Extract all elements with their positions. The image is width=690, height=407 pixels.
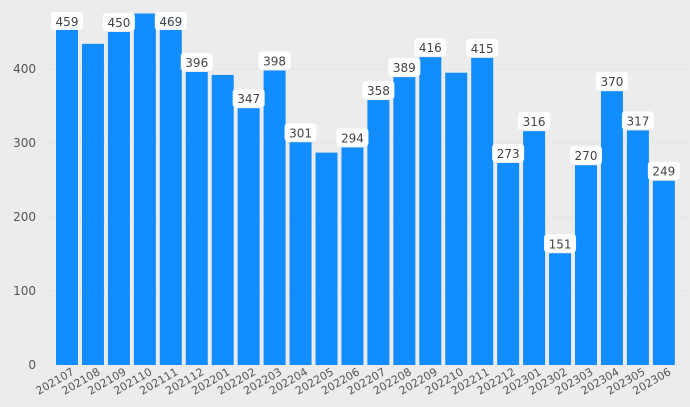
data-label-text: 358 (367, 84, 390, 98)
data-label-text: 469 (159, 15, 182, 29)
data-label-box (102, 13, 135, 31)
bar[interactable] (497, 162, 520, 365)
data-label-text: 396 (185, 56, 208, 70)
bar[interactable] (107, 32, 130, 365)
data-label: 347 (232, 89, 265, 108)
data-label-text: 347 (237, 92, 260, 106)
data-label-box (336, 128, 369, 147)
data-label-box (518, 112, 551, 131)
y-tick-label: 200 (13, 210, 36, 224)
data-label-box (595, 72, 628, 91)
data-label: 151 (544, 234, 577, 253)
bar[interactable] (263, 70, 286, 365)
bar[interactable] (315, 152, 338, 365)
data-label-text: 459 (56, 15, 79, 29)
data-label: 396 (180, 52, 213, 71)
data-label-box (647, 161, 680, 180)
data-label-text: 301 (289, 126, 312, 140)
bar[interactable] (341, 147, 364, 365)
bar[interactable] (523, 131, 546, 365)
bar[interactable] (133, 13, 156, 366)
bar[interactable] (471, 57, 494, 366)
bar[interactable] (159, 17, 182, 365)
data-label: 398 (258, 51, 291, 70)
bar[interactable] (211, 74, 234, 366)
data-label: 273 (492, 143, 525, 162)
data-label: 450 (102, 13, 135, 31)
data-label-text: 415 (471, 42, 494, 56)
data-label-box (544, 234, 577, 253)
data-label-box (51, 12, 83, 30)
data-label: 459 (51, 12, 83, 30)
data-label-text: 450 (107, 16, 130, 30)
data-label-box (466, 38, 499, 57)
data-label: 316 (518, 112, 551, 131)
data-label: 415 (466, 38, 499, 57)
data-label: 358 (362, 81, 395, 100)
data-label-box (180, 52, 213, 71)
data-label-text: 273 (497, 147, 520, 161)
data-label: 301 (284, 123, 317, 142)
y-axis: 0 100 200 300 400 (13, 62, 36, 372)
data-label-box (388, 58, 421, 77)
data-label: 416 (414, 38, 447, 57)
data-label-box (154, 12, 187, 30)
bar[interactable] (237, 108, 260, 365)
y-tick-label: 100 (13, 284, 36, 298)
y-tick-label: 300 (13, 136, 36, 150)
bar[interactable] (419, 57, 442, 365)
data-label-text: 317 (626, 114, 649, 128)
data-label: 249 (647, 161, 680, 180)
data-label-box (232, 89, 265, 108)
bar[interactable] (185, 71, 208, 366)
data-label: 294 (336, 128, 369, 147)
bars (56, 13, 675, 366)
data-label: 317 (621, 111, 654, 130)
data-label-text: 316 (523, 115, 546, 129)
data-label: 370 (595, 72, 628, 91)
y-tick-label: 400 (13, 62, 36, 76)
data-label-box (414, 38, 447, 57)
y-tick-label: 0 (28, 358, 36, 372)
data-label: 389 (388, 58, 421, 77)
data-label-text: 270 (575, 149, 598, 163)
bar[interactable] (652, 180, 675, 365)
data-label: 270 (570, 146, 602, 165)
bar[interactable] (81, 43, 104, 366)
bar[interactable] (445, 72, 468, 365)
bar[interactable] (575, 165, 597, 365)
data-label-text: 370 (600, 75, 623, 89)
data-label-box (362, 81, 395, 100)
data-label-box (621, 111, 654, 130)
data-label-text: 249 (652, 165, 675, 179)
data-label-text: 416 (419, 41, 442, 55)
bar[interactable] (367, 100, 390, 365)
bar[interactable] (549, 253, 572, 365)
data-label-box (492, 143, 525, 162)
x-axis: 2021072021082021092021102021112021122022… (34, 365, 674, 397)
data-label-text: 389 (393, 61, 416, 75)
data-label-text: 398 (263, 54, 286, 68)
data-label-box (258, 51, 291, 70)
bar[interactable] (600, 91, 623, 365)
bar[interactable] (289, 142, 312, 365)
data-label-text: 294 (341, 131, 364, 145)
data-label-box (570, 146, 602, 165)
data-label-text: 151 (549, 237, 572, 251)
data-label: 469 (154, 12, 187, 30)
bar[interactable] (626, 130, 649, 365)
data-label-box (284, 123, 317, 142)
bar[interactable] (393, 77, 416, 365)
bar[interactable] (56, 25, 78, 366)
